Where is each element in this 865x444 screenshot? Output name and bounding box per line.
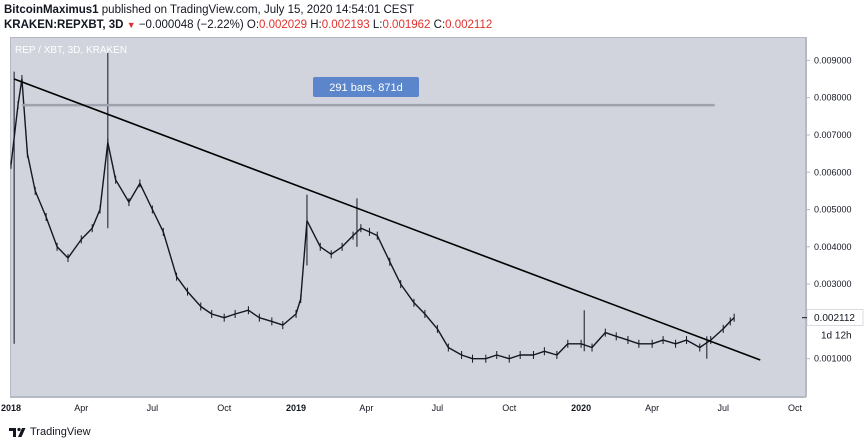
high-label: H: bbox=[310, 19, 322, 31]
x-tick-label: 2018 bbox=[1, 403, 21, 413]
x-tick-label: Jul bbox=[432, 403, 444, 413]
low-value: 0.001962 bbox=[382, 19, 431, 31]
y-tick-label: 0.006000 bbox=[814, 167, 852, 177]
chart-header: BitcoinMaximus1 published on TradingView… bbox=[4, 3, 864, 33]
trendline bbox=[13, 78, 761, 361]
x-tick-label: Apr bbox=[359, 403, 373, 413]
down-arrow-icon: ▼ bbox=[126, 20, 136, 30]
author-name[interactable]: BitcoinMaximus1 bbox=[4, 4, 99, 16]
x-tick-label: Oct bbox=[502, 403, 517, 413]
ohlc-line: KRAKEN:REPXBT, 3D ▼ −0.000048 (−2.22%) O… bbox=[4, 18, 864, 33]
range-badge bbox=[313, 77, 419, 97]
high-value: 0.002193 bbox=[321, 19, 370, 31]
open-value: 0.002029 bbox=[259, 19, 307, 31]
y-tick-label: 0.008000 bbox=[814, 93, 852, 103]
publish-line: BitcoinMaximus1 published on TradingView… bbox=[4, 3, 864, 18]
chart-title: REP / XBT, 3D, KRAKEN bbox=[15, 45, 127, 56]
x-tick-label: Jul bbox=[147, 403, 159, 413]
range-badge-label: 291 bars, 871d bbox=[329, 82, 402, 94]
y-tick-label: 0.007000 bbox=[814, 130, 852, 140]
x-tick-label: Apr bbox=[645, 403, 659, 413]
y-tick-label: 0.009000 bbox=[814, 55, 852, 65]
current-price-label: 0.002112 bbox=[814, 313, 855, 324]
x-tick-label: Oct bbox=[217, 403, 232, 413]
footer-brand[interactable]: TradingView bbox=[30, 426, 91, 438]
close-label: C: bbox=[433, 19, 446, 31]
price-axis[interactable] bbox=[806, 37, 865, 397]
close-value: 0.002112 bbox=[445, 19, 493, 31]
low-label: L: bbox=[372, 19, 383, 31]
y-tick-label: 0.003000 bbox=[814, 279, 852, 289]
price-series-line bbox=[10, 78, 735, 360]
y-tick-label: 0.004000 bbox=[814, 242, 852, 252]
symbol-label: KRAKEN:REPXBT, 3D bbox=[4, 19, 124, 31]
x-tick-label: Apr bbox=[74, 403, 88, 413]
x-tick-label: Oct bbox=[788, 403, 803, 413]
open-label: O: bbox=[246, 19, 260, 31]
time-axis[interactable] bbox=[10, 397, 806, 417]
footer: TradingView bbox=[8, 426, 91, 438]
x-tick-label: 2019 bbox=[286, 403, 306, 413]
y-tick-label: 0.005000 bbox=[814, 205, 852, 215]
x-tick-label: 2020 bbox=[571, 403, 591, 413]
x-tick-label: Jul bbox=[717, 403, 729, 413]
y-tick-label: 0.001000 bbox=[814, 354, 852, 364]
countdown-label: 1d 12h bbox=[821, 331, 852, 342]
tradingview-logo-icon bbox=[9, 427, 26, 437]
publish-text: published on TradingView.com, July 15, 2… bbox=[98, 4, 415, 16]
price-change: −0.000048 (−2.22%) bbox=[138, 19, 244, 31]
